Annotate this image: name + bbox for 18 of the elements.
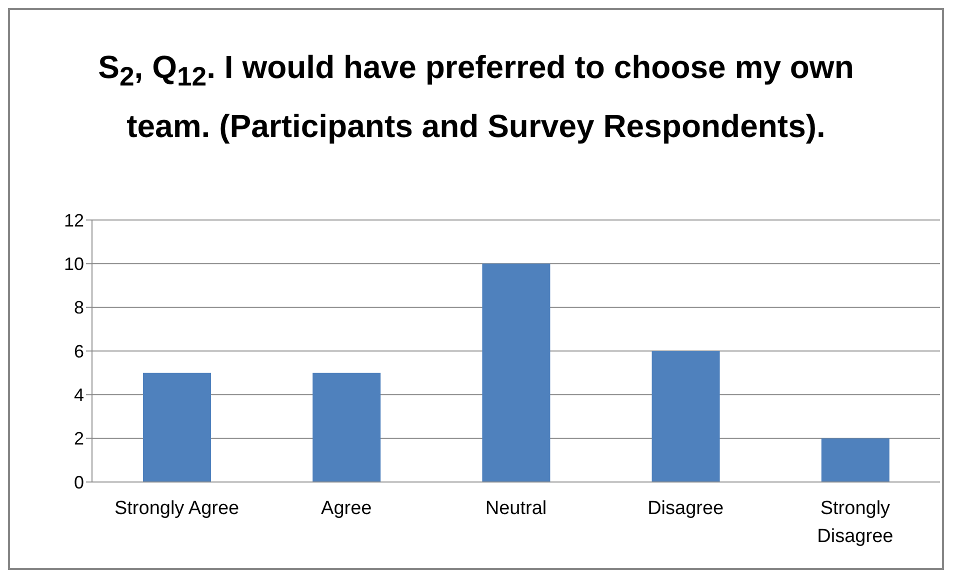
x-tick-label: Disagree <box>648 498 724 519</box>
x-tick-label: Neutral <box>485 498 547 519</box>
x-tick-label: Agree <box>321 498 372 519</box>
bar <box>143 372 211 482</box>
x-tick-label: Strongly Disagree <box>817 498 894 547</box>
y-tick-label: 6 <box>74 341 84 362</box>
y-tick-label: 8 <box>74 298 84 318</box>
y-tick-label: 12 <box>64 210 84 230</box>
x-tick-label: Strongly Agree <box>114 498 240 519</box>
y-tick-label: 0 <box>74 472 84 492</box>
bar <box>482 264 550 482</box>
y-tick-label: 2 <box>74 428 84 449</box>
y-tick-label: 4 <box>74 385 84 406</box>
bar <box>821 438 890 482</box>
bar <box>652 351 720 482</box>
y-tick-label: 10 <box>64 254 84 274</box>
bar <box>312 372 381 482</box>
chart-title: S$_{2}$, Q$_{12}$. I would have preferred to choose my own team. (Participants and Survey Respondents). <box>97 48 855 146</box>
